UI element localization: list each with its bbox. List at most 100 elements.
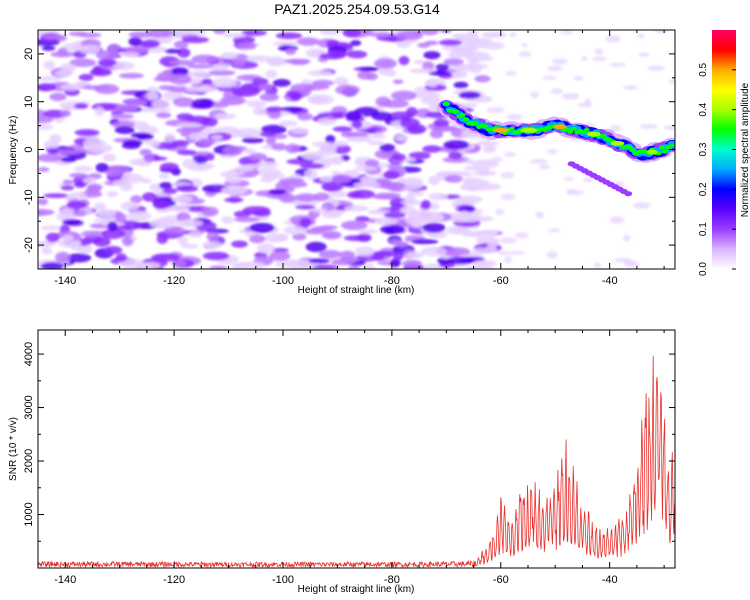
- spectrogram-cell: [476, 140, 500, 146]
- spectrogram-cell: [375, 96, 391, 107]
- spectrogram-cell: [41, 45, 56, 51]
- spectrogram-cell: [249, 222, 275, 234]
- spectrogram-cell: [79, 44, 101, 55]
- spectrogram-cell: [103, 246, 123, 255]
- spectrogram-cell: [96, 50, 119, 61]
- spectrogram-cell: [140, 39, 161, 49]
- spectrogram-ridge-cell: [624, 191, 633, 197]
- spectrogram-cell: [38, 153, 63, 163]
- spectrogram-cell: [486, 106, 505, 114]
- spectrogram-cell: [256, 161, 279, 168]
- spectrogram-cell: [290, 83, 316, 93]
- colorbar-title: Normalized spectral amplitude: [740, 82, 750, 217]
- spectrogram-cell: [390, 258, 401, 268]
- spectrogram-cell: [209, 265, 228, 269]
- spectrogram-cell: [535, 211, 544, 219]
- spectrogram-cell: [201, 206, 219, 217]
- spectrogram-ridge-cell: [570, 126, 577, 131]
- spectrogram-cell: [311, 79, 335, 87]
- spectrogram-cell: [207, 69, 236, 76]
- snr-y-tick-label: 1000: [23, 502, 35, 526]
- spectrogram-cell: [180, 243, 199, 249]
- spectrogram-cell: [173, 40, 189, 49]
- spectrogram-x-tick-label: -100: [272, 275, 294, 287]
- spectrogram-cell: [518, 50, 532, 58]
- spectrogram-cell: [333, 76, 349, 86]
- snr-panel: -140 -120 -100 -80 -60 -40 1000 2000 3000 4000 H…: [8, 329, 676, 595]
- spectrogram-cell: [201, 116, 218, 127]
- spectrogram-cell: [279, 177, 305, 184]
- spectrogram-cell: [429, 129, 444, 139]
- spectrogram-cell: [164, 227, 188, 234]
- spectrogram-cell: [172, 195, 193, 204]
- spectrogram-ridge-cell: [600, 133, 606, 138]
- spectrogram-cell: [114, 126, 135, 135]
- spectrogram-cell: [291, 127, 309, 135]
- spectrogram-cell: [60, 156, 77, 163]
- spectrogram-cell: [112, 61, 135, 70]
- snr-frame: [37, 329, 676, 569]
- spectrogram-ridge-cell: [668, 144, 675, 149]
- spectrogram-cell: [74, 103, 89, 109]
- spectrogram-cell: [284, 58, 311, 64]
- spectrogram-cell: [38, 241, 54, 248]
- spectrogram-cell: [582, 177, 594, 183]
- spectrogram-cell: [622, 85, 639, 90]
- spectrogram-cell: [340, 220, 368, 231]
- spectrogram-cell: [214, 113, 237, 120]
- spectrogram-cell: [201, 78, 213, 85]
- spectrogram-cell: [417, 42, 430, 48]
- spectrogram-cell: [299, 217, 312, 227]
- spectrogram-cell: [159, 162, 179, 172]
- colorbar: 0.0 0.1 0.2 0.3 0.4 0.5 Normalized spectral a…: [698, 30, 750, 276]
- spectrogram-cell: [307, 94, 335, 105]
- spectrogram-cell: [266, 56, 286, 67]
- spectrogram-x-tick-label: -60: [493, 275, 509, 287]
- spectrogram-cell: [78, 73, 94, 82]
- spectrogram-cell: [49, 134, 62, 143]
- spectrogram-cell: [107, 221, 118, 232]
- spectrogram-cell: [438, 39, 462, 46]
- spectrogram-cell: [47, 148, 59, 155]
- spectrogram-cell: [130, 132, 152, 139]
- spectrogram-cell: [392, 79, 404, 85]
- spectrogram-cell: [40, 262, 64, 269]
- spectrogram-cell: [43, 193, 69, 199]
- spectrogram-cell: [175, 127, 203, 134]
- spectrogram-cell: [439, 30, 452, 34]
- spectrogram-cell: [563, 176, 575, 182]
- spectrogram-cell: [451, 70, 468, 79]
- spectrogram-cell: [463, 176, 480, 183]
- spectrogram-cell: [299, 163, 325, 169]
- spectrogram-cell: [322, 231, 341, 240]
- spectrogram-cell: [551, 58, 568, 65]
- spectrogram-cell: [155, 112, 172, 119]
- spectrogram-cell: [609, 62, 627, 67]
- spectrogram-cell: [423, 51, 441, 60]
- spectrogram-cell: [272, 79, 291, 87]
- spectrogram-cell: [389, 197, 407, 208]
- spectrogram-cell: [114, 104, 139, 113]
- spectrogram-cell: [221, 216, 234, 224]
- spectrogram-cell: [371, 111, 392, 121]
- spectrogram-cell: [421, 246, 447, 257]
- spectrogram-cell: [343, 205, 369, 212]
- spectrogram-cell: [162, 188, 178, 195]
- snr-x-tick-label: -120: [163, 574, 185, 586]
- spectrogram-ridge-cell: [463, 117, 469, 122]
- colorbar-tick-label: 0.4: [698, 102, 709, 116]
- spectrogram-cell: [428, 192, 448, 201]
- spectrogram-cell: [325, 134, 336, 145]
- spectrogram-cell: [97, 58, 117, 67]
- spectrogram-cell: [110, 113, 135, 119]
- snr-y-tick-label: 3000: [23, 395, 35, 419]
- spectrogram-cell: [331, 174, 352, 184]
- spectrogram-cell: [338, 256, 360, 263]
- spectrogram-cell: [252, 106, 267, 116]
- spectrogram-ridge-peak: [520, 127, 538, 133]
- spectrogram-cell: [546, 251, 558, 259]
- spectrogram-cell: [560, 30, 574, 35]
- spectrogram-x-tick-label: -120: [163, 275, 185, 287]
